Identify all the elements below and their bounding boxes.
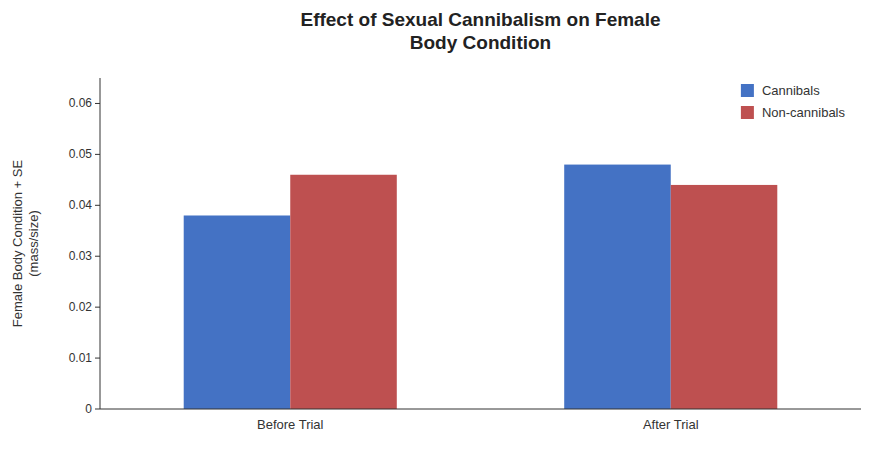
title: Effect of Sexual Cannibalism on FemaleBo… bbox=[300, 9, 660, 53]
legend-label: Non-cannibals bbox=[762, 105, 846, 120]
y-tick bbox=[95, 358, 100, 359]
legend-swatch bbox=[741, 84, 754, 97]
bar bbox=[671, 185, 778, 409]
y-tick bbox=[95, 154, 100, 155]
y-tick-label: 0 bbox=[85, 402, 92, 416]
y-tick-label: 0.06 bbox=[69, 96, 93, 110]
y-tick-label: 0.05 bbox=[69, 147, 93, 161]
bars bbox=[184, 165, 778, 409]
y-axis-label: Female Body Condition + SE(mass/size) bbox=[10, 160, 41, 328]
chart: Effect of Sexual Cannibalism on FemaleBo… bbox=[0, 0, 881, 449]
y-axis-label-line: Female Body Condition + SE bbox=[10, 160, 25, 328]
y-tick-label: 0.02 bbox=[69, 300, 93, 314]
legend: Cannibals Non-cannibals bbox=[741, 83, 846, 120]
x-axis-line bbox=[100, 409, 861, 410]
title-line: Body Condition bbox=[410, 32, 551, 53]
y-tick-label: 0.04 bbox=[69, 198, 93, 212]
y-tick bbox=[95, 409, 100, 410]
y-tick-label: 0.03 bbox=[69, 249, 93, 263]
y-axis-label-line: (mass/size) bbox=[26, 210, 41, 276]
y-tick-label: 0.01 bbox=[69, 351, 93, 365]
legend-label: Cannibals bbox=[762, 83, 820, 98]
y-tick bbox=[95, 205, 100, 206]
y-axis-line bbox=[100, 78, 101, 409]
y-tick bbox=[95, 256, 100, 257]
bar bbox=[184, 215, 291, 409]
bar bbox=[290, 175, 397, 409]
x-tick-label: Before Trial bbox=[257, 417, 324, 432]
y-tick bbox=[95, 103, 100, 104]
bar bbox=[564, 165, 671, 409]
title-line: Effect of Sexual Cannibalism on Female bbox=[300, 9, 660, 30]
y-tick bbox=[95, 307, 100, 308]
x-tick-label: After Trial bbox=[643, 417, 699, 432]
legend-swatch bbox=[741, 106, 754, 119]
